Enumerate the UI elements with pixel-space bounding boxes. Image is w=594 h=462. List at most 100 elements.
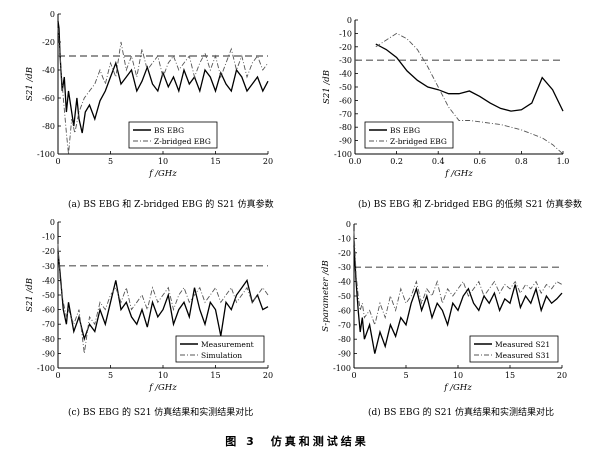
- legend-label: Z-bridged EBG: [154, 137, 211, 146]
- x-tick-label: 0.8: [515, 157, 528, 166]
- x-tick-label: 15: [210, 371, 220, 380]
- x-tick-label: 0: [55, 157, 60, 166]
- x-tick-label: 10: [158, 157, 168, 166]
- series-line-1: [57, 251, 269, 342]
- figure-title: 图 3 仿真和测试结果: [225, 435, 369, 448]
- legend-label: Simulation: [201, 351, 242, 360]
- y-tick-label: -20: [42, 38, 55, 47]
- x-tick-label: 20: [263, 371, 273, 380]
- x-tick-label: 10: [158, 371, 168, 380]
- y-axis-label: S21 /dB: [25, 278, 35, 312]
- x-tick-label: 20: [557, 371, 567, 380]
- y-tick-label: -80: [42, 122, 55, 131]
- series-line-1: [57, 20, 269, 134]
- y-tick-label: -70: [339, 110, 352, 119]
- x-axis-label: f /GHz: [444, 169, 473, 179]
- y-tick-label: -20: [338, 249, 351, 258]
- y-tick-label: 0: [50, 10, 55, 19]
- legend-label: Measured S31: [495, 351, 550, 360]
- y-tick-label: -60: [338, 306, 351, 315]
- legend: Measured S21 Measured S31: [469, 335, 559, 363]
- y-axis-label: S21 /dB: [322, 70, 332, 104]
- y-tick-label: -90: [339, 137, 352, 146]
- y-axis-label: S-parameter /dB: [321, 260, 331, 332]
- y-tick-label: -50: [42, 291, 55, 300]
- legend: BS EBG Z-bridged EBG: [128, 121, 218, 149]
- series-line-2: [375, 32, 564, 155]
- caption-c: (c) BS EBG 的 S21 仿真结果和实测结果对比: [68, 408, 254, 418]
- x-tick-label: 0.2: [390, 157, 403, 166]
- series-line-1: [375, 43, 564, 112]
- y-tick-label: -20: [339, 43, 352, 52]
- y-tick-label: -30: [42, 262, 55, 271]
- y-tick-label: -100: [333, 364, 351, 373]
- series-line-2: [57, 27, 269, 155]
- y-tick-label: -90: [338, 350, 351, 359]
- y-tick-label: 0: [347, 16, 352, 25]
- y-tick-label: -50: [338, 292, 351, 301]
- y-tick-label: -60: [42, 306, 55, 315]
- y-tick-label: -30: [339, 56, 352, 65]
- y-tick-label: -30: [338, 263, 351, 272]
- y-tick-label: -20: [42, 247, 55, 256]
- x-tick-label: 10: [453, 371, 463, 380]
- x-tick-label: 0.6: [473, 157, 486, 166]
- y-tick-label: -80: [42, 335, 55, 344]
- x-tick-label: 15: [210, 157, 220, 166]
- x-tick-label: 0: [351, 371, 356, 380]
- y-tick-label: -40: [42, 66, 55, 75]
- legend-label: Measurement: [201, 340, 254, 349]
- x-tick-label: 0: [55, 371, 60, 380]
- y-tick-label: -60: [42, 94, 55, 103]
- y-tick-label: -100: [334, 150, 352, 159]
- y-tick-label: 0: [346, 220, 351, 229]
- y-tick-label: -10: [339, 29, 352, 38]
- y-tick-label: -50: [339, 83, 352, 92]
- y-tick-label: -100: [37, 150, 55, 159]
- series-line-1: [353, 245, 563, 354]
- y-tick-label: -80: [339, 123, 352, 132]
- x-tick-label: 20: [263, 157, 273, 166]
- y-axis-label: S21 /dB: [25, 67, 35, 101]
- x-tick-label: 5: [403, 371, 408, 380]
- y-tick-label: -10: [338, 234, 351, 243]
- y-tick-label: -60: [339, 96, 352, 105]
- y-tick-label: -40: [338, 278, 351, 287]
- x-tick-label: 5: [108, 157, 113, 166]
- x-tick-label: 5: [108, 371, 113, 380]
- y-tick-label: -90: [42, 349, 55, 358]
- y-tick-label: 0: [50, 218, 55, 227]
- y-tick-label: -100: [37, 364, 55, 373]
- x-tick-label: 0.4: [432, 157, 445, 166]
- legend-box: [175, 335, 265, 363]
- series-line-2: [353, 231, 563, 327]
- legend-label: BS EBG: [154, 126, 184, 135]
- caption-b: (b) BS EBG 和 Z-bridged EBG 的低频 S21 仿真参数: [358, 200, 582, 210]
- legend-box: [364, 121, 454, 149]
- y-tick-label: -70: [338, 321, 351, 330]
- legend-box: [128, 121, 218, 149]
- legend: BS EBG Z-bridged EBG: [364, 121, 454, 149]
- y-tick-label: -40: [339, 70, 352, 79]
- x-axis-label: f /GHz: [148, 383, 177, 393]
- legend-label: Z-bridged EBG: [390, 137, 447, 146]
- x-axis-label: f /GHz: [148, 169, 177, 179]
- caption-d: (d) BS EBG 的 S21 仿真结果和实测结果对比: [368, 408, 555, 418]
- y-tick-label: -80: [338, 335, 351, 344]
- x-tick-label: 15: [505, 371, 515, 380]
- y-tick-label: -40: [42, 276, 55, 285]
- series-line-2: [57, 243, 269, 354]
- x-tick-label: 0.0: [349, 157, 362, 166]
- legend: Measurement Simulation: [175, 335, 265, 363]
- caption-a: (a) BS EBG 和 Z-bridged EBG 的 S21 仿真参数: [68, 200, 274, 210]
- y-tick-label: -70: [42, 320, 55, 329]
- x-axis-label: f /GHz: [443, 383, 472, 393]
- legend-label: Measured S21: [495, 340, 550, 349]
- legend-label: BS EBG: [390, 126, 420, 135]
